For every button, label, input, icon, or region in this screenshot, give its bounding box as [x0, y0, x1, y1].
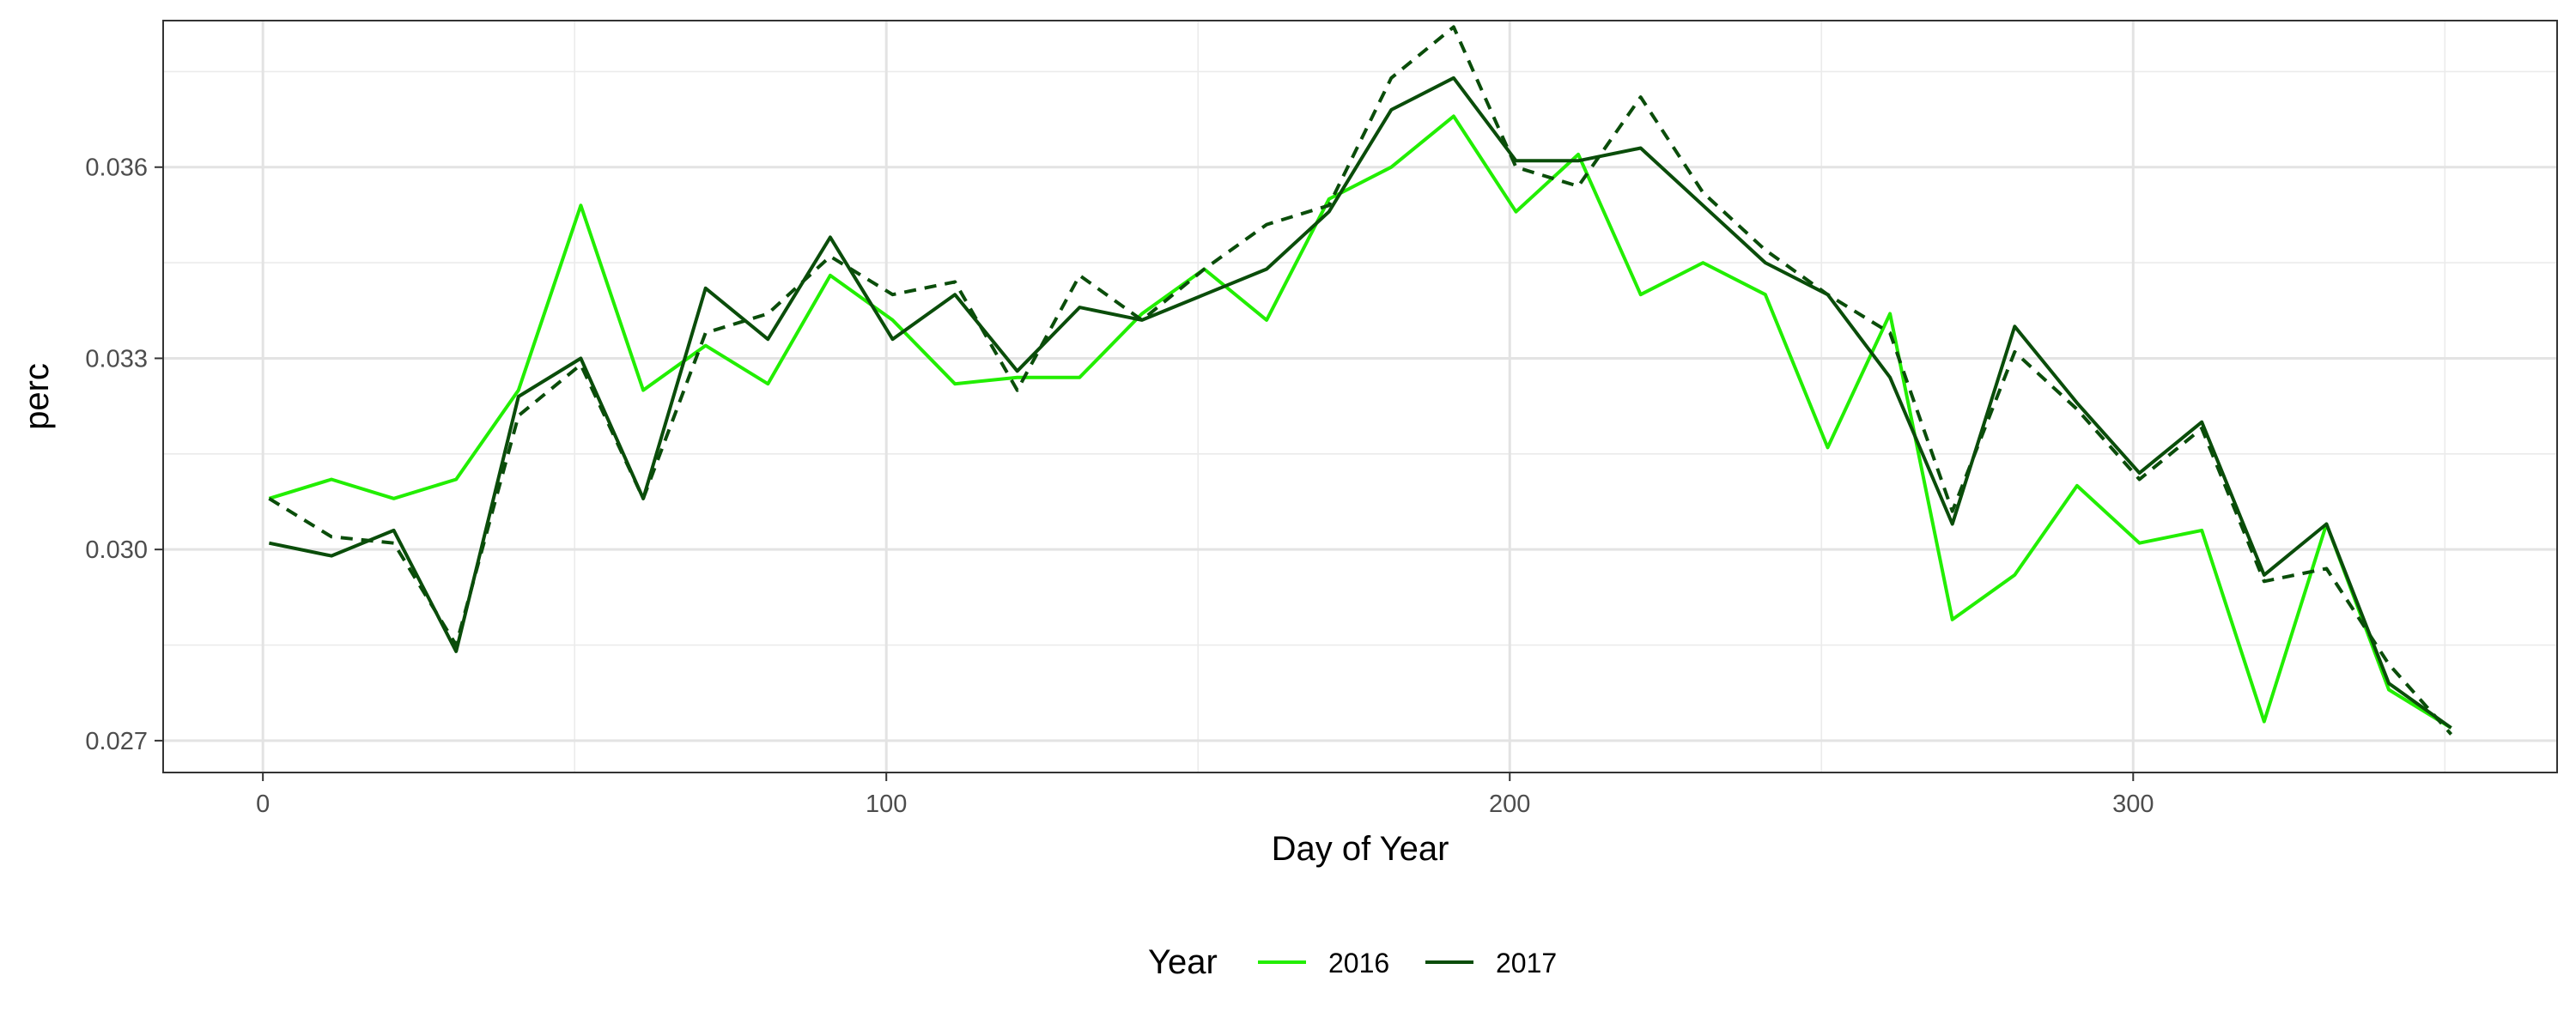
series-line-2016: [268, 114, 2452, 730]
y-tick-label-1: 0.030: [85, 536, 148, 564]
axis-ticks: [155, 166, 2135, 781]
legend-label-2017: 2017: [1496, 948, 1557, 978]
x-tick-label-0: 0: [256, 791, 270, 818]
series-line-dashed-2: [268, 25, 2453, 736]
legend-title: Year: [1148, 943, 1218, 981]
y-axis-title: perc: [18, 363, 56, 430]
legend-items: 2016 2017: [1258, 948, 1557, 978]
x-tick-label-1: 100: [866, 791, 907, 818]
x-tick-label-3: 300: [2112, 791, 2154, 818]
y-tick-labels: 0.027 0.030 0.033 0.036: [85, 154, 148, 755]
y-tick-label-2: 0.033: [85, 345, 148, 373]
x-tick-label-2: 200: [1489, 791, 1530, 818]
panel-border: [162, 20, 2558, 773]
y-tick-label-3: 0.036: [85, 154, 148, 182]
grid-major: [163, 21, 2557, 772]
y-tick-label-0: 0.027: [85, 728, 148, 755]
legend-label-2016: 2016: [1328, 948, 1389, 978]
x-axis-title: Day of Year: [1272, 830, 1449, 868]
grid-minor: [163, 21, 2557, 772]
series-layer: [268, 25, 2453, 736]
x-tick-labels: 0 100 200 300: [256, 791, 2154, 818]
legend: Year 2016 2017: [1148, 943, 1557, 981]
series-line-2017: [268, 76, 2452, 730]
